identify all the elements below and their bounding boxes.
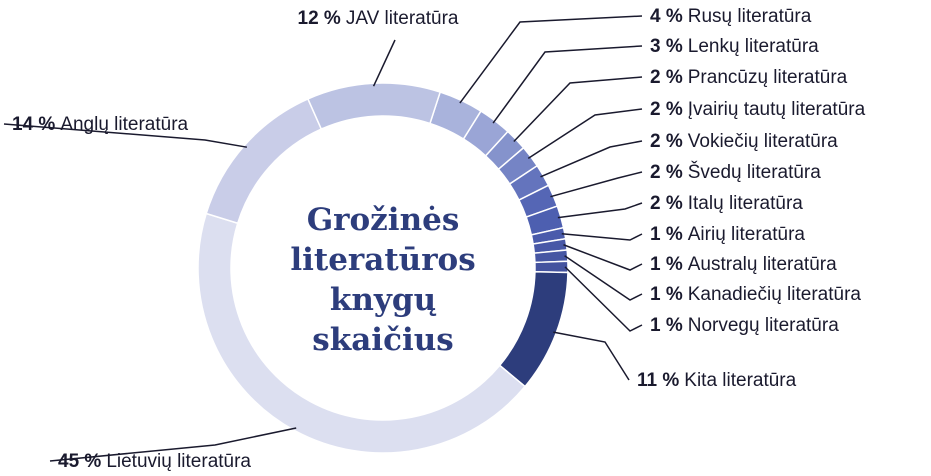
category-label: Švedų literatūra bbox=[688, 161, 822, 183]
category-label: Kanadiečių literatūra bbox=[688, 284, 862, 305]
category-label: Italų literatūra bbox=[688, 193, 804, 214]
leader-line bbox=[513, 76, 643, 143]
value-label: 11 % bbox=[637, 370, 679, 391]
value-label: 2 % bbox=[650, 131, 683, 152]
slice bbox=[534, 260, 569, 274]
data-label: 11 % Kita literatūra bbox=[637, 370, 797, 391]
data-label: 2 % Švedų literatūra bbox=[650, 161, 821, 183]
value-label: 2 % bbox=[650, 67, 683, 88]
category-label: Prancūzų literatūra bbox=[688, 67, 848, 88]
value-label: 45 % bbox=[58, 451, 101, 472]
category-label: Vokiečių literatūra bbox=[688, 131, 838, 152]
leader-line bbox=[459, 15, 643, 104]
value-label: 1 % bbox=[650, 254, 683, 275]
category-label: Anglų literatūra bbox=[60, 114, 188, 135]
value-label: 3 % bbox=[650, 36, 683, 57]
leader-line bbox=[540, 140, 643, 178]
category-label: Lenkų literatūra bbox=[688, 36, 819, 57]
leader-line bbox=[564, 255, 643, 301]
category-label: JAV literatūra bbox=[346, 8, 459, 29]
category-label: Norvegų literatūra bbox=[688, 315, 839, 336]
data-label: 2 % Vokiečių literatūra bbox=[650, 131, 838, 152]
slice bbox=[306, 82, 442, 131]
data-label: 1 % Norvegų literatūra bbox=[650, 315, 839, 336]
data-label: 1 % Kanadiečių literatūra bbox=[650, 284, 861, 305]
value-label: 1 % bbox=[650, 315, 683, 336]
leader-line bbox=[564, 266, 643, 332]
data-label: 2 % Įvairių tautų literatūra bbox=[650, 99, 866, 120]
value-label: 1 % bbox=[650, 284, 683, 305]
category-label: Kita literatūra bbox=[684, 370, 796, 391]
leader-line bbox=[550, 171, 643, 198]
category-label: Australų literatūra bbox=[688, 254, 837, 275]
data-label: 12 % JAV literatūra bbox=[298, 8, 459, 29]
leader-line bbox=[49, 427, 297, 462]
leader-line bbox=[557, 202, 643, 219]
leader-line bbox=[563, 244, 643, 271]
leader-line bbox=[3, 123, 248, 148]
data-label: 14 % Anglų literatūra bbox=[12, 114, 189, 135]
leader-line bbox=[553, 331, 630, 381]
data-label: 45 % Lietuvių literatūra bbox=[58, 451, 251, 472]
data-label: 1 % Airių literatūra bbox=[650, 224, 805, 245]
value-label: 2 % bbox=[650, 193, 683, 214]
category-label: Airių literatūra bbox=[688, 224, 806, 245]
value-label: 2 % bbox=[650, 162, 683, 183]
category-label: Įvairių tautų literatūra bbox=[688, 99, 866, 120]
category-label: Lietuvių literatūra bbox=[106, 451, 251, 472]
value-label: 1 % bbox=[650, 224, 683, 245]
value-label: 14 % bbox=[12, 114, 55, 135]
data-label: 2 % Italų literatūra bbox=[650, 193, 803, 214]
value-label: 12 % bbox=[298, 8, 341, 29]
chart-title: Grožinės literatūros knygų skaičius bbox=[290, 202, 476, 358]
leader-line bbox=[372, 39, 396, 87]
data-label: 4 % Rusų literatūra bbox=[650, 6, 812, 27]
data-label: 2 % Prancūzų literatūra bbox=[650, 67, 848, 88]
value-label: 2 % bbox=[650, 99, 683, 120]
leader-line bbox=[527, 108, 643, 159]
leader-line bbox=[492, 45, 643, 124]
leader-line bbox=[561, 233, 643, 241]
value-label: 4 % bbox=[650, 6, 683, 27]
category-label: Rusų literatūra bbox=[688, 6, 812, 27]
data-label: 3 % Lenkų literatūra bbox=[650, 36, 819, 57]
slice bbox=[498, 270, 569, 388]
data-label: 1 % Australų literatūra bbox=[650, 254, 837, 275]
